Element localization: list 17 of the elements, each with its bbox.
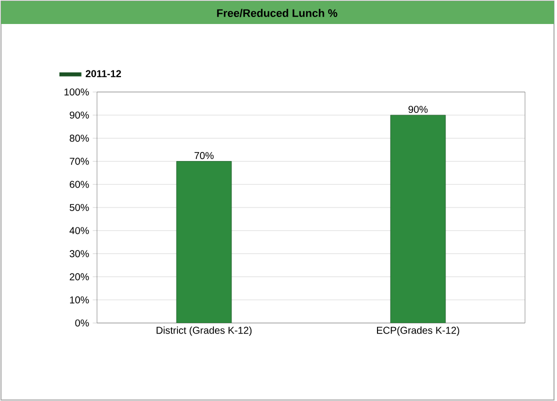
y-tick-label: 50% bbox=[70, 204, 89, 212]
x-tick-label: District (Grades K-12) bbox=[156, 326, 252, 336]
y-tick-label: 20% bbox=[70, 273, 89, 280]
text: 2011-12 bbox=[86, 70, 121, 78]
data-label: 70% bbox=[194, 152, 214, 160]
y-tick-label: 0% bbox=[75, 319, 89, 327]
y-tick-label: 70% bbox=[70, 158, 89, 165]
chart-title: Free/Reduced Lunch % bbox=[217, 8, 338, 18]
y-tick-label: 40% bbox=[70, 227, 89, 234]
y-tick-label: 80% bbox=[70, 134, 89, 142]
x-tick-label: ECP(Grades K-12) bbox=[377, 326, 460, 336]
y-tick-label: 60% bbox=[70, 180, 89, 188]
y-tick-label: 30% bbox=[70, 250, 89, 258]
y-tick-label: 100% bbox=[64, 88, 89, 96]
y-tick-label: 10% bbox=[70, 296, 89, 304]
data-label: 90% bbox=[408, 106, 428, 113]
y-tick-label: 90% bbox=[70, 112, 89, 119]
